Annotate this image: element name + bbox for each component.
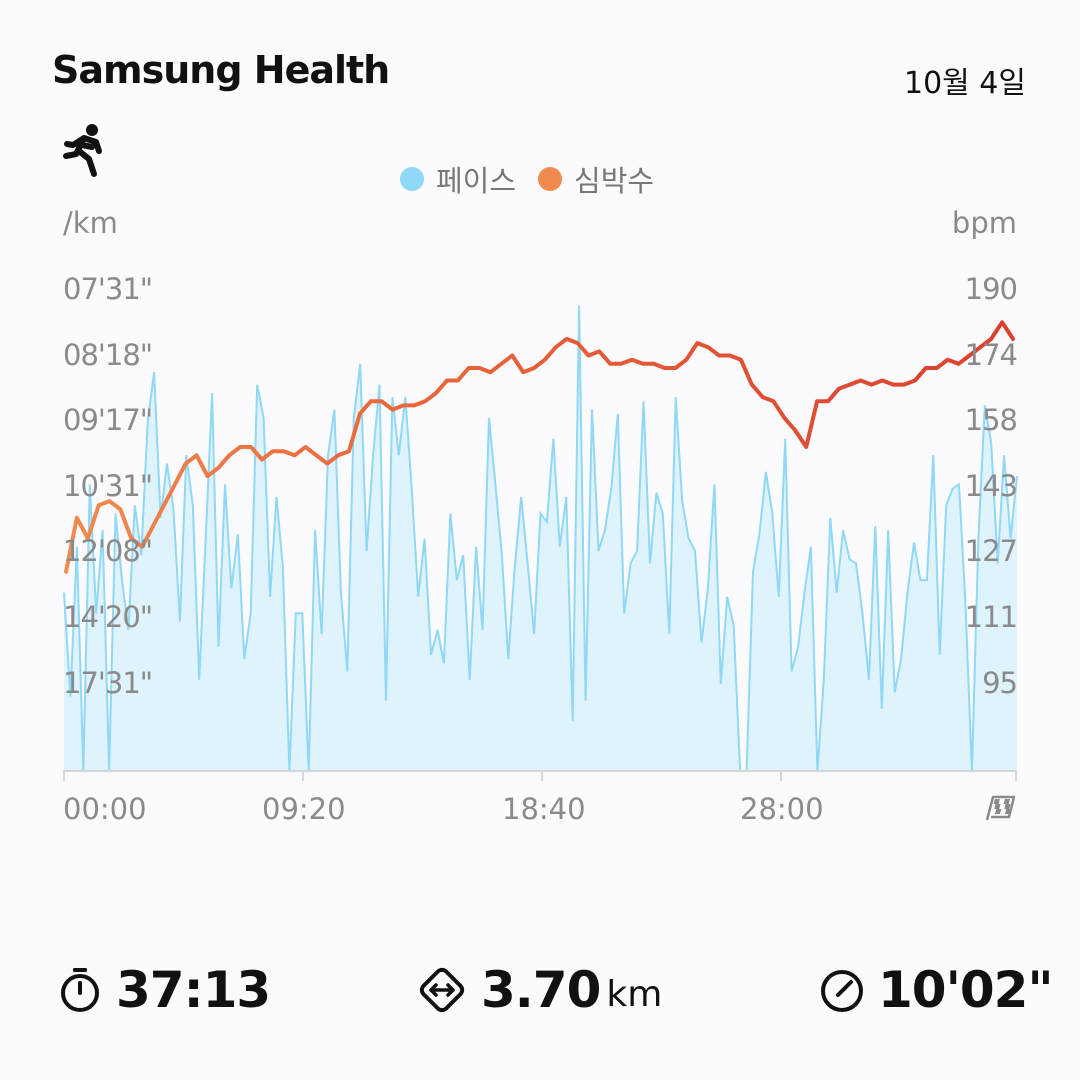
distance-stat: 3.70 km [417,961,662,1019]
x-tick-label: 28:00 [740,792,824,826]
pace-tick-label: 09'17" [63,403,153,437]
workout-date: 10월 4일 [904,66,1026,101]
pace-line [63,305,1018,772]
heart-rate-tick-label: 158 [964,403,1018,437]
pace-area [64,305,1017,771]
checkered-flag-icon [985,795,1016,821]
duration-stat: 37:13 [58,961,271,1019]
pace-tick-label: 08'18" [63,338,153,372]
chart-legend: 페이스 심박수 [400,158,654,200]
distance-unit: km [606,973,663,1015]
distance-value: 3.70 [481,961,601,1019]
legend-label-pace: 페이스 [436,164,517,198]
pace-tick-label: 07'31" [63,272,153,306]
heart-rate-legend-dot [538,167,563,191]
pace-axis-unit: /km [63,206,118,240]
average-pace-value: 10'02" [878,961,1054,1019]
running-person-icon [63,124,102,177]
heart-rate-tick-label: 190 [964,272,1018,306]
x-tick-label: 09:20 [262,792,346,826]
legend-item-heart-rate: 심박수 [538,158,654,200]
stopwatch-icon [61,968,99,1012]
x-tick-label: 00:00 [63,792,147,826]
workout-summary: 37:13 3.70 km 10'02" [0,955,1080,1035]
distance-arrows-icon [419,967,465,1013]
heart-rate-axis-unit: bpm [951,206,1017,240]
heart-rate-tick-label: 127 [964,534,1018,568]
heart-rate-tick-label: 111 [964,600,1018,634]
pace-stat: 10'02" [818,961,1054,1019]
app-title: Samsung Health [52,48,390,92]
pace-tick-label: 10'31" [63,469,153,503]
speedometer-icon [821,970,863,1012]
pace-legend-dot [400,167,424,191]
pace-tick-label: 12'08" [63,534,153,568]
heart-rate-tick-label: 143 [964,469,1018,503]
pace-tick-label: 17'31" [63,666,153,700]
heart-rate-line [64,320,1015,574]
x-tick-label: 18:40 [502,792,586,826]
heart-rate-tick-label: 95 [982,666,1018,700]
legend-label-heart-rate: 심박수 [574,164,655,198]
duration-value: 37:13 [116,961,271,1019]
heart-rate-tick-label: 174 [964,338,1018,372]
legend-item-pace: 페이스 [400,158,516,200]
pace-tick-label: 14'20" [63,600,153,634]
